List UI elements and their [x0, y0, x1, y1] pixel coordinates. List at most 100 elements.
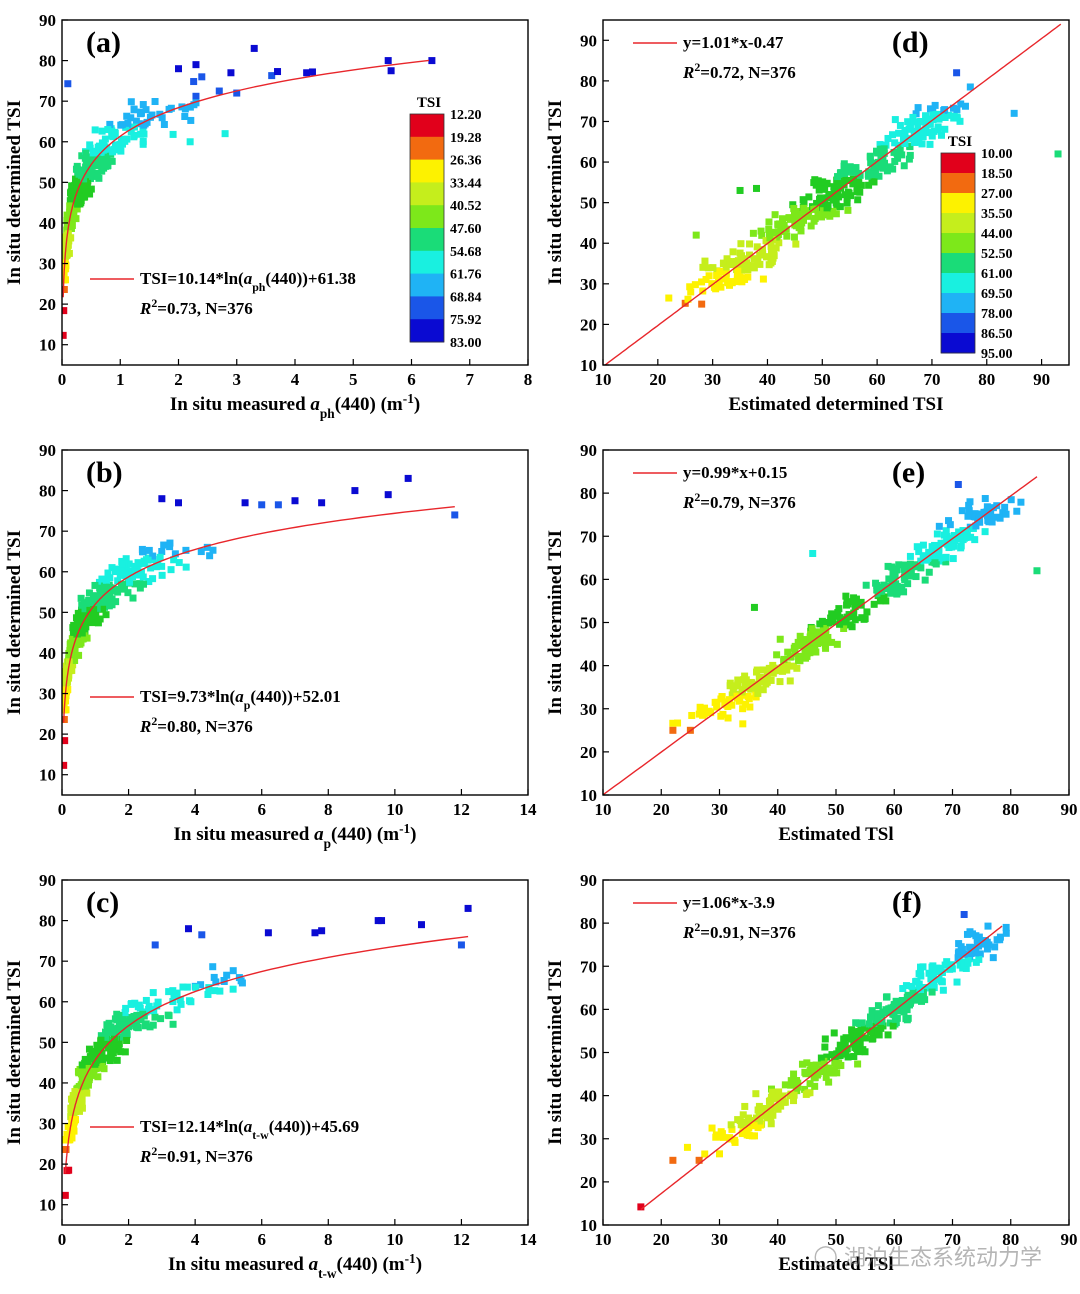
colorbar-label: 95.00 — [981, 347, 1013, 362]
data-point — [901, 133, 909, 141]
data-point — [953, 113, 961, 121]
data-point — [684, 295, 692, 303]
data-point — [739, 1111, 747, 1119]
data-point — [692, 231, 700, 239]
data-point — [96, 1054, 104, 1062]
data-point — [855, 1048, 863, 1056]
data-point — [917, 564, 925, 572]
data-point — [790, 204, 798, 212]
data-point — [769, 247, 777, 255]
data-point — [90, 1066, 98, 1074]
data-point — [870, 600, 878, 608]
stats-label: R2=0.72, N=376 — [682, 60, 796, 82]
data-point — [935, 550, 943, 558]
data-point — [98, 1049, 106, 1057]
data-point — [713, 703, 721, 711]
data-point — [954, 954, 962, 962]
data-point — [68, 1119, 76, 1127]
data-point — [833, 640, 841, 648]
data-point — [78, 629, 86, 637]
data-point — [771, 211, 779, 219]
data-point — [757, 1121, 765, 1129]
data-point — [864, 170, 872, 178]
data-point — [853, 183, 861, 191]
data-point — [96, 584, 104, 592]
data-point — [908, 982, 916, 990]
data-point — [63, 1131, 71, 1139]
data-point — [838, 1042, 846, 1050]
colorbar-label: 83.00 — [450, 336, 482, 351]
colorbar-swatch — [410, 159, 444, 183]
data-point — [681, 299, 689, 307]
data-point — [126, 567, 134, 575]
data-point — [1002, 929, 1010, 937]
data-point — [701, 1150, 709, 1158]
data-point — [948, 543, 956, 551]
x-tick-label: 2 — [124, 1230, 133, 1249]
data-point — [62, 737, 69, 745]
y-tick-label: 40 — [580, 234, 597, 253]
data-point — [854, 196, 862, 204]
data-point — [736, 186, 744, 194]
data-point — [935, 522, 943, 530]
y-tick-label: 10 — [39, 336, 56, 355]
data-point — [165, 105, 173, 113]
data-point — [136, 110, 144, 118]
data-point — [750, 255, 758, 263]
data-point — [75, 1107, 83, 1115]
data-point — [930, 984, 938, 992]
data-point — [131, 580, 139, 588]
data-point — [806, 633, 814, 641]
data-point — [962, 534, 970, 542]
data-point — [763, 253, 771, 261]
x-tick-label: 50 — [828, 1230, 845, 1249]
data-point — [900, 561, 908, 569]
data-point — [811, 215, 819, 223]
data-point — [889, 1010, 897, 1018]
data-point — [145, 546, 153, 554]
data-point — [68, 182, 76, 190]
data-point — [229, 967, 237, 975]
data-point — [86, 597, 94, 605]
data-point — [126, 578, 134, 586]
data-point — [732, 682, 740, 690]
data-point — [125, 1018, 133, 1026]
data-point — [870, 178, 878, 186]
colorbar-swatch — [410, 250, 444, 275]
stats-label: R2=0.91, N=376 — [682, 920, 796, 942]
stats-label: R2=0.80, N=376 — [139, 714, 253, 736]
data-point — [91, 1060, 99, 1068]
data-point — [695, 1156, 703, 1164]
data-point — [957, 544, 965, 552]
data-point — [699, 263, 707, 271]
data-point — [428, 57, 436, 65]
data-point — [906, 123, 914, 131]
data-point — [850, 1052, 858, 1060]
data-point — [108, 131, 116, 139]
colorbar-swatch — [941, 253, 975, 274]
data-point — [268, 72, 276, 80]
y-tick-label: 50 — [580, 194, 597, 213]
data-point — [160, 120, 168, 128]
data-point — [904, 118, 912, 126]
data-point — [901, 140, 909, 148]
data-point — [139, 101, 147, 109]
data-point — [818, 617, 826, 625]
data-point — [832, 210, 840, 218]
x-tick-label: 8 — [324, 800, 333, 819]
data-point — [874, 1002, 882, 1010]
y-tick-label: 70 — [580, 112, 597, 131]
data-point — [967, 949, 975, 957]
y-tick-label: 70 — [39, 92, 56, 111]
data-point — [843, 601, 851, 609]
data-point — [972, 522, 980, 530]
data-point — [66, 640, 74, 648]
data-point — [102, 577, 110, 585]
data-point — [840, 625, 848, 633]
data-point — [68, 635, 76, 643]
data-point — [122, 1004, 130, 1012]
y-tick-label: 60 — [580, 1000, 597, 1019]
data-point — [762, 680, 770, 688]
data-point — [68, 666, 76, 674]
data-point — [140, 559, 148, 567]
